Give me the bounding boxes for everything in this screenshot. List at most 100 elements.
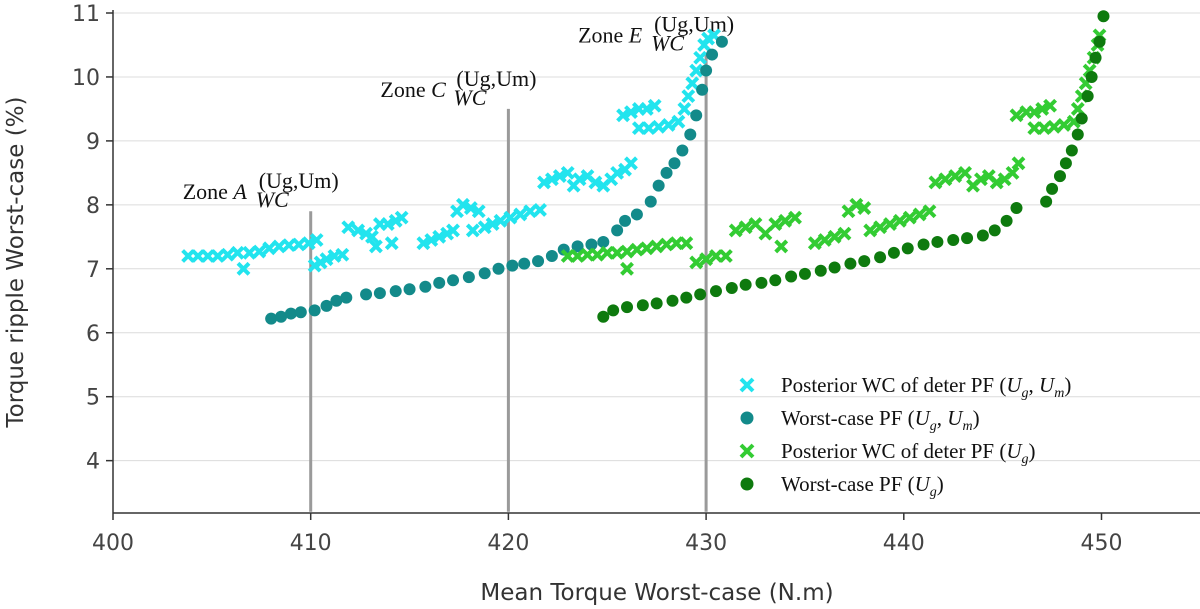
data-point	[671, 114, 686, 129]
data-point	[858, 255, 871, 268]
data-point	[1046, 182, 1059, 195]
data-point	[532, 255, 545, 268]
x-tick-label: 410	[290, 531, 332, 556]
data-point	[679, 236, 694, 251]
data-point	[739, 278, 752, 291]
zone-lines: Zone A WC(Ug,Um)Zone C WC(Ug,Um)Zone E WC(U…	[183, 12, 734, 512]
data-point	[369, 239, 383, 254]
data-point	[718, 249, 733, 263]
data-point	[456, 197, 470, 212]
data-point	[973, 172, 988, 187]
data-point	[242, 245, 257, 260]
data-point	[360, 288, 373, 301]
data-point	[403, 283, 416, 296]
data-point	[230, 245, 245, 260]
data-point	[1093, 35, 1106, 48]
data-point	[585, 238, 598, 251]
data-point	[922, 204, 937, 219]
data-point	[552, 169, 567, 183]
data-point	[689, 63, 704, 78]
y-tick-label: 6	[86, 322, 100, 347]
data-point	[319, 252, 334, 267]
data-point	[275, 310, 288, 323]
data-point	[394, 210, 409, 225]
data-point	[616, 108, 630, 123]
data-point	[503, 210, 518, 225]
data-point	[607, 304, 620, 317]
x-axis-title: Mean Torque Worst-case (N.m)	[480, 580, 833, 606]
data-point	[947, 234, 960, 247]
data-point	[523, 204, 538, 219]
series-0	[181, 28, 721, 276]
data-point	[912, 207, 927, 222]
data-point	[684, 128, 697, 141]
svg-text:WC: WC	[651, 31, 684, 56]
data-point	[597, 235, 610, 248]
legend-item: Worst-case PF (Ug)	[740, 472, 944, 500]
data-point	[335, 247, 350, 262]
data-point	[1037, 121, 1052, 136]
data-point	[590, 247, 605, 262]
data-point	[478, 267, 491, 280]
data-point	[938, 172, 953, 187]
data-point	[1000, 214, 1013, 227]
data-point	[1081, 90, 1094, 103]
data-point	[883, 217, 897, 231]
svg-text:Zone E: Zone E	[578, 23, 643, 48]
data-point	[1059, 157, 1072, 170]
data-point	[629, 242, 644, 257]
data-point	[284, 307, 297, 320]
data-point	[647, 98, 662, 113]
data-point	[690, 109, 703, 122]
series-3	[597, 10, 1110, 323]
data-point	[661, 117, 676, 132]
data-point	[262, 241, 277, 256]
data-point	[462, 271, 475, 284]
tick-labels: 4 5 6 7 8 9 10 11 400 410 420 430 440 450	[72, 2, 1123, 556]
data-point	[1057, 117, 1071, 132]
data-point	[570, 249, 585, 263]
data-point	[873, 220, 887, 235]
data-point	[857, 201, 872, 215]
data-point	[380, 217, 395, 231]
data-point	[597, 310, 610, 323]
legend-label: Worst-case PF (Ug)	[781, 472, 944, 500]
data-point	[620, 261, 634, 276]
data-point	[817, 233, 832, 247]
data-point	[768, 217, 783, 231]
data-point	[1075, 112, 1088, 125]
y-tick-label: 11	[72, 2, 100, 27]
y-tick-label: 7	[86, 258, 100, 283]
data-point	[389, 285, 402, 298]
data-point	[694, 288, 707, 301]
data-point	[1009, 108, 1024, 123]
data-point	[384, 236, 399, 251]
data-point	[788, 210, 802, 225]
data-point	[755, 276, 768, 289]
svg-text:(Ug,Um): (Ug,Um)	[654, 12, 734, 37]
data-point	[758, 226, 773, 241]
x-tick-label: 430	[685, 531, 727, 556]
data-point	[301, 236, 316, 251]
data-point	[649, 239, 664, 254]
data-point	[849, 197, 864, 212]
data-point	[917, 238, 930, 251]
data-point	[1065, 144, 1078, 157]
data-point	[419, 280, 432, 293]
data-point	[309, 233, 324, 247]
data-point	[220, 247, 235, 262]
data-point	[432, 229, 447, 244]
data-point	[1097, 10, 1110, 23]
data-point	[506, 259, 519, 272]
data-point	[1043, 98, 1058, 113]
data-point	[1085, 70, 1098, 83]
axes	[112, 10, 1200, 514]
data-point	[1053, 170, 1066, 183]
x-tick-label: 450	[1081, 531, 1123, 556]
zone-label: Zone C WC(Ug,Um)	[380, 66, 536, 110]
data-point	[774, 239, 789, 254]
data-point	[330, 294, 343, 307]
data-point	[320, 299, 333, 312]
data-point	[844, 257, 857, 270]
